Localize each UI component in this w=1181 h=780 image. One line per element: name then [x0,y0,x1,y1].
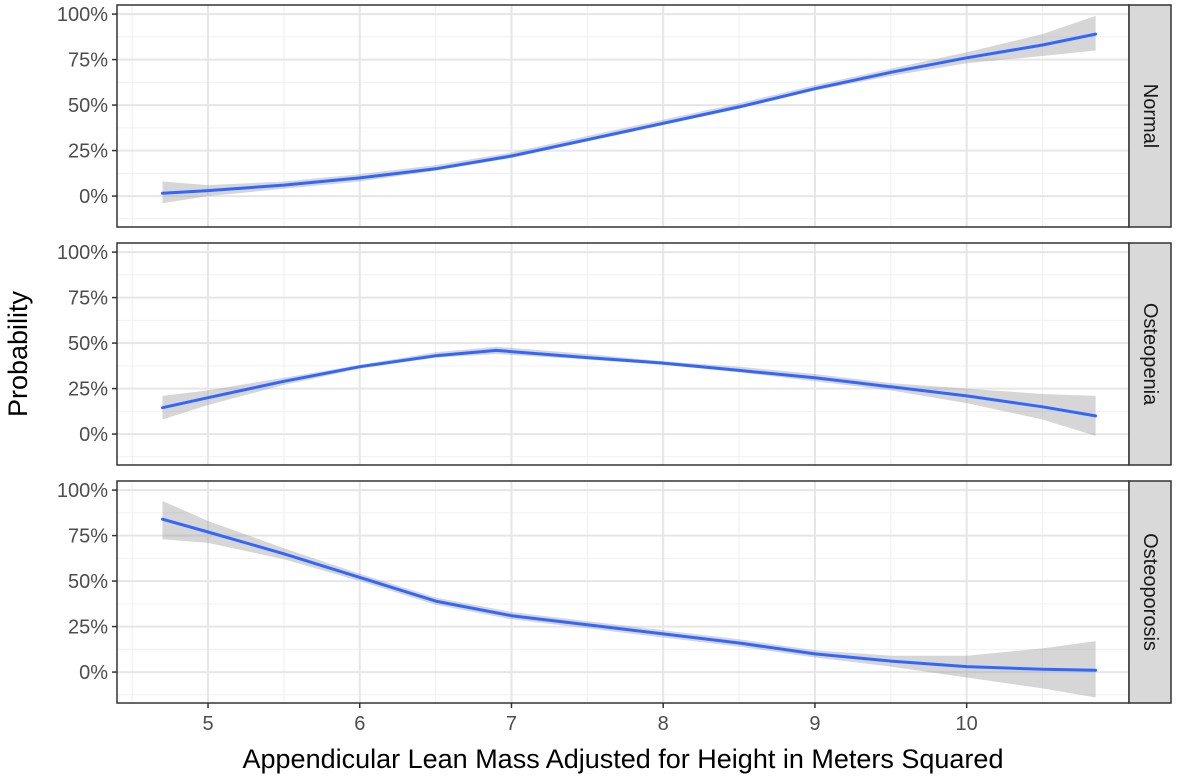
series-line-osteoporosis [161,517,1098,672]
x-tick-label: 9 [809,713,820,735]
facet-panel-osteopenia: 0% 25% 50% 75% 100% Osteopenia [57,242,1172,466]
confidence-ribbon-osteopenia [162,346,1096,436]
panel-background [117,5,1129,227]
confidence-ribbon-osteoporosis [162,501,1096,698]
x-tick-label: 8 [658,713,669,735]
facet-strip-label: Normal [1139,84,1161,148]
y-tick-label: 0% [79,424,108,446]
y-axis-title: Probability [3,290,33,417]
facet-strip [1128,480,1172,704]
y-tick-label: 75% [68,50,108,72]
y-tick-label: 25% [68,617,108,639]
y-tick-label: 25% [68,141,108,163]
y-tick-label: 50% [68,95,108,117]
y-tick-label: 75% [68,526,108,548]
y-tick-label: 0% [79,186,108,208]
x-tick-label: 7 [506,713,517,735]
facet-strip-label: Osteoporosis [1139,533,1161,651]
x-tick-label: 6 [354,713,365,735]
confidence-ribbon-normal [162,15,1096,204]
y-tick-label: 75% [68,288,108,310]
y-tick-label: 50% [68,571,108,593]
y-tick-label: 0% [79,662,108,684]
y-tick-label: 100% [57,242,108,264]
facet-strip [1128,4,1172,228]
y-tick-label: 25% [68,379,108,401]
x-tick-label: 10 [956,713,978,735]
facet-strip-label: Osteopenia [1139,303,1161,406]
x-axis-title: Appendicular Lean Mass Adjusted for Heig… [243,744,1004,774]
facet-strip [1128,242,1172,466]
panel-background [117,243,1129,465]
series-line-osteopenia [161,348,1098,418]
y-tick-label: 100% [57,4,108,26]
x-tick-label: 5 [202,713,213,735]
facet-panel-normal: 0% 25% 50% 75% 100% Normal [57,4,1172,228]
facet-panel-osteoporosis: 0% 25% 50% 75% 100% Osteoporosis [57,480,1172,704]
y-tick-label: 100% [57,480,108,502]
series-line-normal [161,32,1098,195]
y-tick-label: 50% [68,333,108,355]
